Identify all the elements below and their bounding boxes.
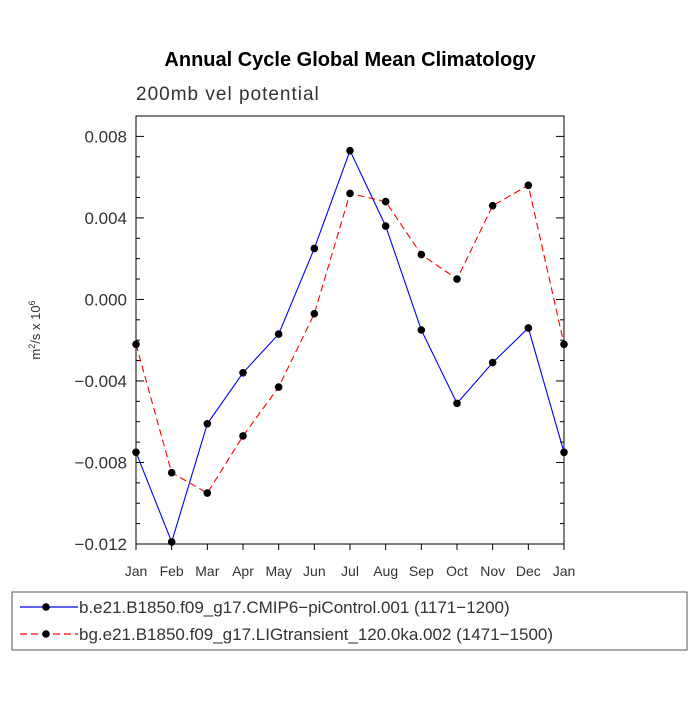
y-axis-label-mid: /s x 10 <box>28 305 43 343</box>
series-1-point <box>167 538 176 546</box>
legend-marker-1 <box>42 603 50 611</box>
x-tick-label: Jun <box>303 563 326 579</box>
series-2-point <box>310 309 319 318</box>
series-1-point <box>453 399 461 408</box>
y-tick-label: −0.012 <box>75 535 127 554</box>
series-2-point <box>381 197 390 206</box>
series-2-point <box>132 340 140 349</box>
series-1-point <box>381 222 390 230</box>
legend-marker-2 <box>42 630 50 638</box>
y-axis-label: m2/s x 106 <box>27 300 43 359</box>
series-2-point <box>417 250 426 259</box>
series-1-point <box>524 324 533 332</box>
series-2-point <box>453 275 461 283</box>
legend-box <box>11 591 688 651</box>
x-tick-label: May <box>265 563 291 579</box>
series-1-point <box>203 419 212 428</box>
series-1-point <box>310 244 319 253</box>
x-tick-label: Apr <box>232 563 254 579</box>
series-1-point <box>560 448 568 457</box>
series-2-point <box>560 340 568 349</box>
y-axis-label-exp2: 6 <box>27 300 37 305</box>
y-tick-label: 0.008 <box>84 127 127 146</box>
x-tick-label: Mar <box>195 563 219 579</box>
x-tick-label: Jan <box>553 563 576 579</box>
series-2-point <box>239 432 247 440</box>
x-tick-label: Nov <box>480 563 505 579</box>
x-tick-label: Oct <box>446 563 468 579</box>
y-tick-label: 0.004 <box>84 209 127 228</box>
legend-label-2: bg.e21.B1850.f09_g17.LIGtransient_120.0k… <box>79 625 553 644</box>
series-1-point <box>346 146 354 155</box>
series-2-point <box>203 489 212 497</box>
legend-label-1: b.e21.B1850.f09_g17.CMIP6−piControl.001 … <box>79 598 510 617</box>
y-axis-label-exp1: 2 <box>27 344 37 349</box>
y-tick-label: 0.000 <box>84 290 127 309</box>
series-2-point <box>524 181 533 190</box>
y-tick-label: −0.008 <box>75 453 127 472</box>
series-1-point <box>488 358 497 367</box>
ticks-layer: −0.012 −0.008 −0.004 0.000 0.004 0.008 Jan Feb M… <box>75 115 576 579</box>
series-1-point <box>274 330 283 338</box>
plot-frame <box>135 115 565 545</box>
svg-text:m2/s x 106: m2/s x 106 <box>27 300 43 359</box>
y-tick-label: −0.004 <box>75 372 127 391</box>
series-1-point <box>417 326 426 334</box>
x-tick-label: Sep <box>409 563 434 579</box>
series-2-point <box>167 468 176 477</box>
y-axis-label-base: m <box>28 349 43 360</box>
series-2-point <box>274 383 283 391</box>
series-1-point <box>132 448 140 457</box>
chart-title: Annual Cycle Global Mean Climatology <box>164 49 536 71</box>
x-tick-label: Jul <box>341 563 359 579</box>
x-tick-label: Dec <box>516 563 541 579</box>
series-1-point <box>239 369 247 377</box>
x-tick-label: Aug <box>373 563 398 579</box>
x-tick-label: Feb <box>160 563 184 579</box>
series-2-point <box>488 201 497 210</box>
x-tick-label: Jan <box>125 563 148 579</box>
series-line-1 <box>135 149 565 544</box>
chart-subtitle: 200mb vel potential <box>136 84 320 105</box>
series-2-point <box>346 189 354 198</box>
series-layer <box>132 146 568 546</box>
legend: b.e21.B1850.f09_g17.CMIP6−piControl.001 … <box>11 591 688 651</box>
